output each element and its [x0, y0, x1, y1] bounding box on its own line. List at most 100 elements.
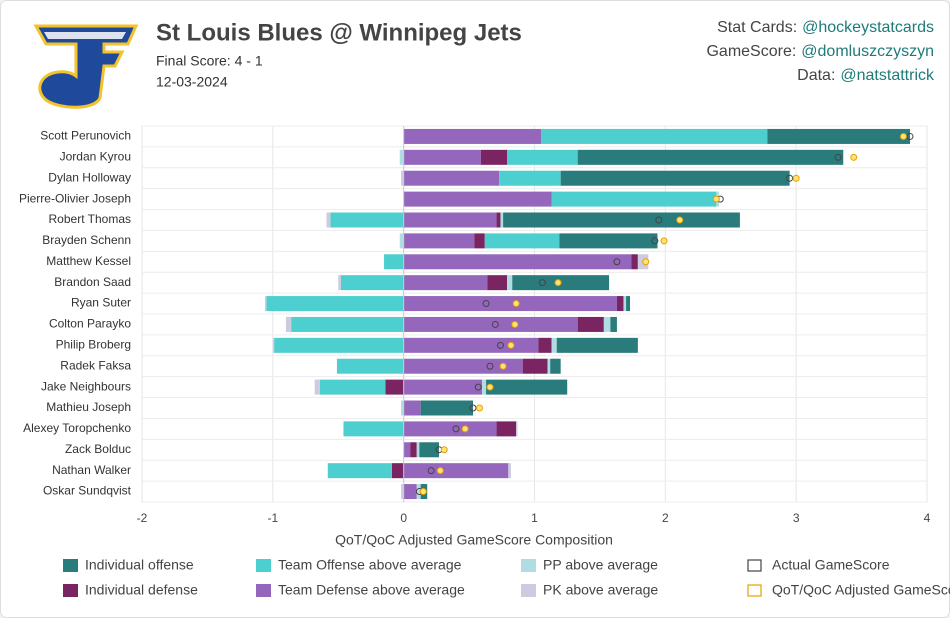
team-logo [33, 24, 139, 109]
credit-handle[interactable]: @domluszczyszyn [801, 43, 934, 60]
bar-segment [403, 358, 523, 374]
bar-segment [403, 191, 552, 207]
y-tick-label: Oskar Sundqvist [43, 484, 132, 498]
bar-segment [487, 275, 508, 291]
bar-segment [419, 442, 439, 458]
bar-segment [266, 296, 404, 312]
bar-segment [541, 128, 768, 144]
bar-segment [616, 296, 624, 312]
x-tick-label: 4 [924, 511, 931, 525]
bar-segment [403, 421, 497, 437]
legend-swatch [747, 559, 762, 572]
x-tick-label: 1 [531, 511, 538, 525]
bar-segment [272, 337, 275, 353]
bar-segment [326, 212, 331, 228]
bar-segment [399, 149, 404, 165]
bar-segment [560, 170, 790, 186]
bar-segment [403, 128, 542, 144]
bar-segment [403, 254, 632, 270]
legend-swatch [63, 559, 78, 572]
bar-segment [403, 296, 617, 312]
bar-segment [327, 463, 392, 479]
bar-segment [338, 275, 341, 291]
gamescore-point [850, 153, 858, 161]
x-tick-label: 0 [400, 511, 407, 525]
y-tick-label: Robert Thomas [49, 212, 131, 226]
bar-segment [550, 358, 561, 374]
y-tick-label: Radek Faksa [60, 358, 131, 372]
y-tick-label: Philip Broberg [56, 338, 131, 352]
gamescore-point [436, 467, 444, 475]
gamescore-point [712, 195, 720, 203]
credit: Stat Cards: @hockeystatcards [717, 19, 934, 36]
bar-segment [516, 421, 518, 437]
x-tick-label: -1 [267, 511, 278, 525]
gamescore-point [786, 174, 794, 182]
gamescore-point [469, 404, 477, 412]
bar-segment [486, 379, 568, 395]
bar-segment [403, 316, 578, 332]
bar-segment [410, 442, 417, 458]
bar-segment [403, 400, 421, 416]
bar-segment [499, 170, 561, 186]
bar-segment [507, 275, 513, 291]
credit-label: Stat Cards: [717, 19, 797, 36]
gamescore-point [476, 404, 484, 412]
bar-segment [416, 484, 421, 500]
gamescore-point [651, 237, 659, 245]
credit-label: GameScore: [706, 43, 796, 60]
bar-segment [484, 233, 560, 249]
bar-segment [403, 442, 411, 458]
gamescore-point [482, 300, 490, 308]
y-tick-label: Nathan Walker [52, 463, 131, 477]
y-tick-label: Brandon Saad [54, 275, 131, 289]
bar-segment [264, 296, 267, 312]
y-tick-label: Mathieu Joseph [46, 400, 131, 414]
legend-label: QoT/QoC Adjusted GameScore [772, 582, 950, 598]
bar-segment [482, 379, 487, 395]
bar-segment [391, 463, 404, 479]
gamescore-point [419, 488, 427, 496]
legend-swatch [256, 584, 271, 597]
credit-handle[interactable]: @hockeystatcards [802, 19, 934, 36]
legend-label: Individual defense [85, 582, 198, 598]
y-tick-label: Scott Perunovich [40, 129, 131, 143]
gamescore-point [655, 216, 663, 224]
bar-segment [399, 233, 404, 249]
credit-label: Data: [797, 67, 835, 84]
legend-swatch [256, 559, 271, 572]
gamescore-point [474, 383, 482, 391]
bar-segment [319, 379, 386, 395]
bar-segment [507, 149, 578, 165]
bar-segment [496, 421, 517, 437]
credit-handle[interactable]: @natstattrick [840, 67, 935, 84]
y-tick-label: Zack Bolduc [65, 442, 131, 456]
legend-label: PP above average [543, 557, 658, 573]
gamescore-point [427, 467, 435, 475]
x-axis-title: QoT/QoC Adjusted GameScore Composition [335, 532, 613, 548]
legend-swatch [63, 584, 78, 597]
bar-segment [577, 316, 604, 332]
bar-segment [401, 484, 404, 500]
bar-segment [623, 296, 627, 312]
bar-segment [403, 170, 500, 186]
bar-segment [403, 212, 497, 228]
y-tick-label: Brayden Schenn [42, 233, 131, 247]
bar-segment [274, 337, 404, 353]
bar-segment [403, 379, 483, 395]
gamescore-point [512, 300, 520, 308]
gamescore-point [486, 383, 494, 391]
bar-segment [285, 316, 292, 332]
chart-title: St Louis Blues @ Winnipeg Jets [156, 19, 522, 46]
y-tick-label: Matthew Kessel [46, 254, 131, 268]
credit: GameScore: @domluszczyszyn [706, 43, 934, 60]
bar-segment [551, 337, 557, 353]
y-tick-label: Jordan Kyrou [60, 150, 131, 164]
bar-segment [403, 275, 488, 291]
legend-label: PK above average [543, 582, 658, 598]
gamescore-point [461, 425, 469, 433]
gamescore-point [507, 341, 515, 349]
bar-segment [500, 212, 504, 228]
x-tick-label: 2 [662, 511, 669, 525]
